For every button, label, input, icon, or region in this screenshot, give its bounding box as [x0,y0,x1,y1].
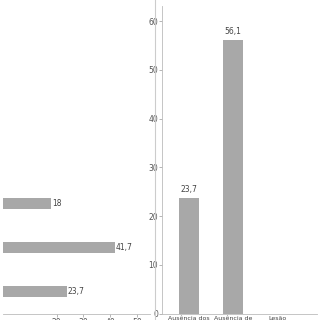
Bar [3,242,115,253]
Text: 23,7: 23,7 [68,287,85,296]
Bar [3,286,67,297]
Text: 18: 18 [53,199,62,208]
Text: 23,7: 23,7 [180,185,197,194]
Text: 41,7: 41,7 [116,243,133,252]
Bar [223,40,243,314]
Bar [179,198,199,314]
Bar [3,198,51,209]
Text: 56,1: 56,1 [225,27,241,36]
